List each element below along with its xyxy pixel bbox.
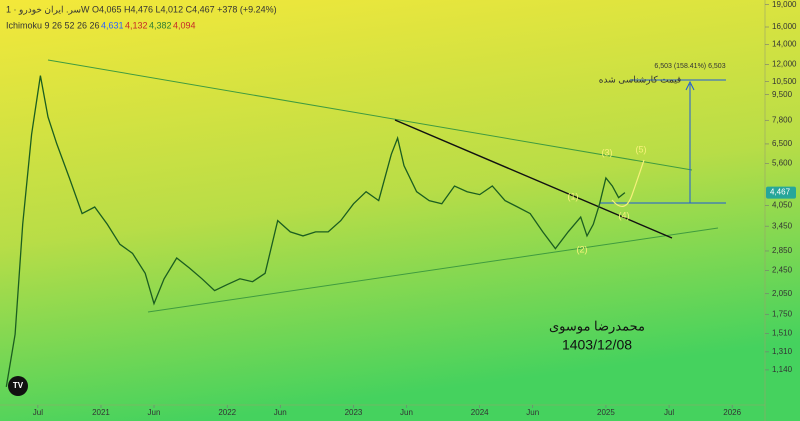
target-label: 6,503 (158.41%) 6,503 [654, 63, 725, 70]
trendline [394, 119, 673, 239]
x-tick-label: 2025 [597, 408, 615, 417]
wave-path [611, 159, 645, 207]
x-tick-label: Jun [274, 408, 287, 417]
y-tick-label: 3,450 [772, 221, 793, 230]
y-tick-label: 1,750 [772, 309, 793, 318]
wave-label: (1) [568, 191, 579, 201]
y-tick-label: 6,500 [772, 139, 793, 148]
y-tick-label: 10,500 [772, 77, 797, 86]
y-tick-label: 1,140 [772, 365, 793, 374]
y-tick-label: 19,000 [772, 0, 797, 9]
y-tick-label: 2,850 [772, 246, 793, 255]
ohlc: O4,065 H4,476 L4,012 C4,467 +378 (+9.24%… [92, 4, 277, 14]
drawings [47, 59, 726, 313]
x-tick-label: Jul [664, 408, 674, 417]
y-tick-label: 2,050 [772, 289, 793, 298]
y-tick-label: 5,600 [772, 158, 793, 167]
y-tick-label: 1,310 [772, 347, 793, 356]
x-tick-label: 2021 [92, 408, 110, 417]
y-tick-label: 4,050 [772, 200, 793, 209]
date: 1403/12/08 [562, 337, 632, 353]
target-caption: قیمت کارشناسی شده [599, 74, 681, 85]
x-tick-label: Jun [400, 408, 413, 417]
x-tick-label: 2022 [218, 408, 236, 417]
x-tick-label: 2023 [345, 408, 363, 417]
indicator-value: 4,382 [149, 20, 172, 30]
y-tick-label: 14,000 [772, 39, 797, 48]
indicator-name: Ichimoku 9 26 52 26 26 [6, 20, 100, 30]
last-price-tag [766, 186, 796, 199]
logo [8, 376, 28, 396]
y-tick-label: 12,000 [772, 59, 797, 68]
y-tick-label: 16,000 [772, 22, 797, 31]
y-tick-label: 7,800 [772, 115, 793, 124]
symbol-title: سر. ایران خودرو · 1W [6, 4, 90, 15]
x-tick-label: 2026 [723, 408, 741, 417]
author: محمدرضا موسوی [549, 318, 645, 334]
trendline [47, 59, 693, 171]
indicator-value: 4,132 [125, 20, 148, 30]
x-tick-label: 2024 [471, 408, 489, 417]
wave-label: (4) [619, 210, 630, 220]
y-tick-label: 9,500 [772, 90, 793, 99]
arrow-head [685, 80, 695, 91]
indicator-value: 4,631 [101, 20, 124, 30]
y-tick-label: 2,450 [772, 266, 793, 275]
last-price-label: 4,467 [770, 188, 791, 197]
indicator-value: 4,094 [173, 20, 196, 30]
price-line [5, 75, 626, 388]
wave-label: (3) [602, 147, 613, 157]
logo-mark: TV [13, 381, 24, 390]
wave-label: (5) [636, 144, 647, 154]
x-tick-label: Jul [33, 408, 43, 417]
wave-label: (2) [577, 244, 588, 254]
x-tick-label: Jun [148, 408, 161, 417]
trendline [147, 227, 719, 313]
y-tick-label: 1,510 [772, 329, 793, 338]
x-tick-label: Jun [526, 408, 539, 417]
